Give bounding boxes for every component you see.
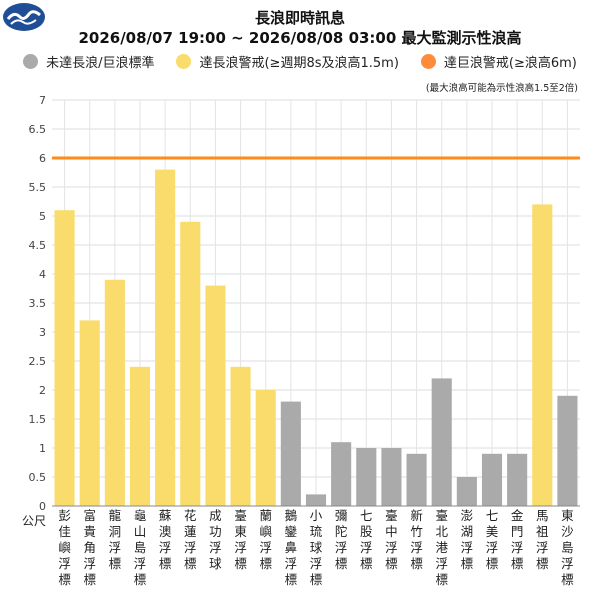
bar [481,453,503,506]
x-category-label: 花蓮浮標 [184,508,197,571]
legend-swatch-orange [420,54,436,69]
x-category-label: 臺中浮標 [385,508,398,571]
y-tick-label: 6 [39,152,46,165]
legend-label-none: 未達長浪/巨浪標準 [46,56,155,71]
y-tick-label: 7 [39,94,46,107]
bar [180,221,201,507]
bar [456,477,477,506]
x-category-label: 蘇澳浮標 [159,508,172,571]
bar [79,320,100,506]
x-category-label: 成功浮球 [209,508,222,571]
x-category-label: 新竹浮標 [410,508,423,571]
bar [104,279,125,506]
y-tick-label: 6.5 [29,123,47,136]
legend-label-huge: 達巨浪警戒(≥浪高6m) [443,56,577,71]
bar [155,169,176,506]
chart-legend: 未達長浪/巨浪標準 達長浪警戒(≥週期8s及浪高1.5m) 達巨浪警戒(≥浪高6… [0,52,600,71]
y-tick-label: 1 [39,442,46,455]
y-tick-label: 1.5 [29,413,47,426]
cwa-logo-icon [3,3,45,31]
bar [406,453,427,506]
legend-swatch-gray [23,54,39,69]
bar [205,285,226,506]
y-tick-label: 0 [39,500,46,513]
y-tick-label: 4.5 [29,239,47,252]
x-category-label: 七股浮標 [360,508,373,571]
bar [331,442,352,506]
x-category-label: 臺東浮標 [234,508,247,571]
y-tick-label: 2.5 [29,355,47,368]
bar [230,366,251,506]
bar [255,390,276,506]
legend-item-none: 未達長浪/巨浪標準 [23,52,154,71]
bar [280,401,301,506]
x-category-label: 鵝鑾鼻浮標 [285,508,298,587]
chart-note: (最大浪高可能為示性浪高1.5至2倍) [425,83,578,94]
legend-label-long: 達長浪警戒(≥週期8s及浪高1.5m) [199,56,399,71]
bar [381,448,402,506]
bar [557,395,578,506]
y-unit-label: 公尺 [22,514,46,528]
x-category-label: 馬祖浮標 [536,508,549,571]
x-category-label: 彌陀浮標 [335,508,348,571]
chart-title: 長浪即時訊息 [254,9,345,27]
x-category-label: 臺北港浮標 [435,508,448,587]
x-category-label: 七美浮標 [486,508,499,571]
chart-title-block: 長浪即時訊息 2026/08/07 19:00 ~ 2026/08/08 03:… [0,8,600,48]
bar [305,494,327,506]
x-category-label: 彭佳嶼浮標 [58,508,71,587]
x-category-label: 蘭嶼浮標 [259,508,272,571]
bar [356,448,377,506]
legend-item-long: 達長浪警戒(≥週期8s及浪高1.5m) [176,52,399,71]
x-category-label: 澎湖浮標 [461,508,474,571]
chart-subtitle: 2026/08/07 19:00 ~ 2026/08/08 03:00 最大監測… [78,29,522,47]
x-category-label: 富貴角浮標 [83,508,96,587]
x-category-label: 龍洞浮標 [109,508,122,571]
bar [129,366,151,506]
bar [532,204,553,506]
bar [507,453,528,506]
y-tick-label: 3 [39,326,46,339]
bar [431,378,452,506]
y-tick-label: 2 [39,384,46,397]
x-category-label: 金門浮標 [511,508,524,571]
y-tick-label: 3.5 [29,297,47,310]
x-category-label: 小琉球浮標 [310,508,323,587]
legend-swatch-yellow [176,54,192,69]
y-tick-label: 0.5 [29,471,47,484]
legend-item-huge: 達巨浪警戒(≥浪高6m) [420,52,577,71]
y-tick-label: 5.5 [29,181,47,194]
x-category-label: 龜山島浮標 [134,508,147,587]
y-tick-label: 4 [39,268,46,281]
y-tick-label: 5 [39,210,46,223]
x-category-label: 東沙島浮標 [561,508,574,587]
bar [54,210,75,506]
